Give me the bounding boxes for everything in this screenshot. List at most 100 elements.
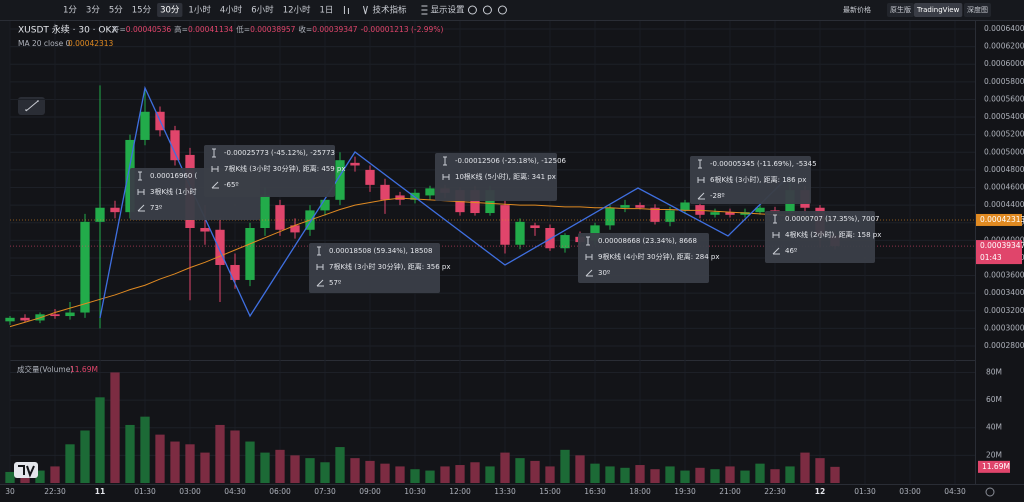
candle-body	[545, 228, 555, 249]
ma-value: 0.00042313	[68, 39, 114, 48]
x-tick-label: 30	[5, 487, 15, 496]
measurement-box	[435, 153, 557, 201]
view-button[interactable]: 深度图	[967, 5, 988, 14]
volume-bar	[815, 458, 825, 483]
settings-icon[interactable]	[985, 487, 995, 497]
volume-bar	[20, 473, 30, 483]
display-icon	[421, 5, 428, 15]
tv-logo-mark	[18, 465, 35, 478]
x-tick-label: 12	[815, 487, 825, 496]
interval-button[interactable]: 1分	[63, 6, 77, 16]
view-button[interactable]: 最新价格	[843, 5, 871, 14]
volume-bar	[695, 467, 705, 483]
measurement-text: -28º	[710, 192, 725, 200]
view-button[interactable]: TradingView	[916, 6, 960, 14]
interval-button[interactable]: 3分	[86, 6, 100, 16]
toolbar-icon[interactable]	[482, 5, 492, 15]
view-bg	[964, 3, 991, 17]
measurement-box	[309, 243, 440, 293]
interval-button[interactable]: 15分	[132, 6, 152, 16]
volume-bar	[785, 466, 795, 483]
volume-bar	[725, 466, 735, 483]
measurement-text: -0.00005345 (-11.69%), -5345	[710, 160, 817, 168]
bars-icon	[442, 174, 450, 180]
x-tick-label: 06:00	[269, 487, 291, 496]
interval-button[interactable]: 5分	[109, 6, 123, 16]
volume-bar	[170, 441, 180, 483]
display-settings-button[interactable]: 显示设置	[430, 5, 465, 16]
volume-bar	[335, 447, 345, 483]
view-button[interactable]: 原生版	[890, 5, 911, 14]
indicators-icon	[362, 5, 368, 15]
price-label: 0.00039347	[980, 241, 1024, 250]
interval-button[interactable]: 4小时	[220, 5, 243, 16]
volume-bar	[230, 430, 240, 483]
measurement-text: -0.00025773 (-45.12%), -25773	[224, 149, 335, 157]
tv-logo[interactable]	[14, 462, 38, 478]
chart-type-icon[interactable]	[343, 6, 349, 14]
candle-body	[590, 225, 600, 241]
toolbar-icon[interactable]	[467, 5, 477, 15]
volume-bar	[425, 470, 435, 483]
range-icon	[138, 171, 142, 181]
indicators-button[interactable]: 技术指标	[372, 5, 407, 16]
x-tick-label: 22:30	[764, 487, 786, 496]
measurement-text: 7根K线 (3小时 30分钟), 距离: 356 px	[329, 262, 451, 271]
angle-icon	[316, 279, 324, 287]
measurement-text: 10根K线 (5小时), 距离: 341 px	[455, 172, 556, 181]
x-tick-label: 01:30	[854, 487, 876, 496]
ma-line	[9, 197, 836, 328]
x-tick-label: 01:30	[134, 487, 156, 496]
candle-body	[275, 205, 285, 230]
volume-bar	[380, 463, 390, 483]
bars-icon	[697, 177, 705, 183]
interval-button[interactable]: 1小时	[188, 5, 211, 16]
measurement-text: 6根K线 (3小时), 距离: 186 px	[710, 175, 806, 184]
angle-icon	[697, 192, 705, 200]
x-tick-label: 15:00	[539, 487, 561, 496]
candle-body	[515, 221, 525, 245]
volume-bar	[140, 416, 150, 483]
volume-bar	[5, 471, 15, 483]
angle-icon	[585, 269, 593, 277]
volume-bar	[215, 424, 225, 483]
interval-button[interactable]: 12小时	[283, 5, 311, 16]
measurement-text: 46º	[785, 247, 797, 255]
y-tick-label: 0.00064000	[984, 24, 1024, 33]
x-tick-label: 21:00	[719, 487, 741, 496]
volume-tick-label: 40M	[986, 423, 1002, 432]
angle-icon	[137, 204, 145, 212]
left-toolbar	[0, 21, 10, 484]
candle-body	[5, 317, 15, 322]
candle-body	[725, 212, 735, 215]
candle-body	[215, 229, 225, 265]
volume-bar	[245, 441, 255, 483]
range-icon	[212, 148, 216, 158]
volume-bar	[440, 466, 450, 483]
price-label-box	[976, 213, 1022, 226]
candle-body	[410, 192, 420, 200]
bars-icon	[772, 232, 780, 238]
toolbar-icon[interactable]	[497, 5, 507, 15]
candle-body	[755, 207, 765, 213]
volume-bar	[770, 469, 780, 483]
x-tick-label: 09:00	[359, 487, 381, 496]
candle-body	[290, 225, 300, 233]
volume-bar	[260, 452, 270, 483]
measurement-box	[578, 233, 709, 283]
volume-bar	[545, 466, 555, 483]
interval-button[interactable]: 1日	[320, 6, 334, 16]
interval-button[interactable]: 30分	[160, 6, 180, 16]
volume-bar	[395, 466, 405, 483]
measurement-text: 30º	[598, 269, 610, 277]
interval-button[interactable]: 6小时	[251, 5, 274, 16]
measurement-text: 0.0000707 (17.35%), 7007	[785, 215, 880, 223]
bars-icon	[585, 254, 593, 260]
